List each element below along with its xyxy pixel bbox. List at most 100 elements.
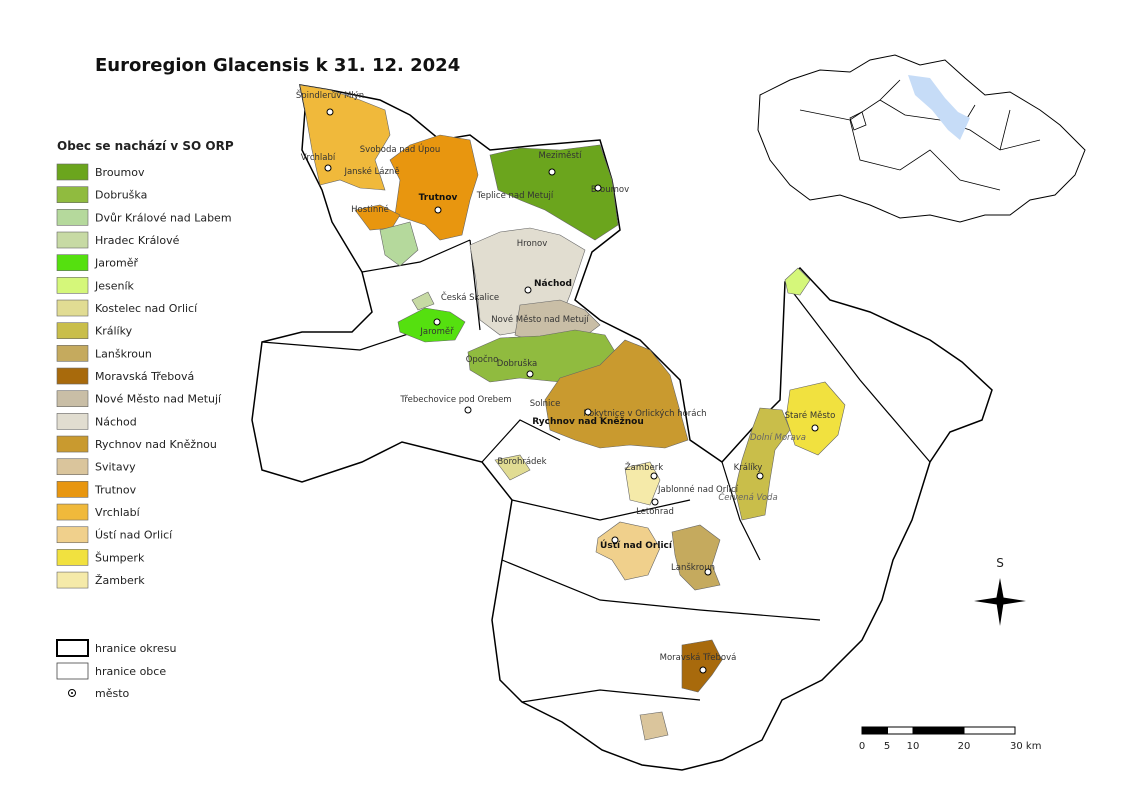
legend-label: hranice obce xyxy=(95,665,166,678)
orp-area xyxy=(595,521,661,581)
scale-label: 5 xyxy=(884,741,890,752)
map-label: Lanškroun xyxy=(671,562,715,573)
town-marker xyxy=(584,408,592,416)
legend-swatch xyxy=(56,186,89,203)
town-marker xyxy=(650,472,658,480)
orp-areas xyxy=(299,84,846,741)
legend-label: Lanškroun xyxy=(95,347,152,360)
legend-label: Ústí nad Orlicí xyxy=(95,529,173,542)
orp-area xyxy=(681,639,723,693)
map-label: Rychnov nad Kněžnou xyxy=(532,416,644,427)
inset-map xyxy=(757,54,1086,223)
map-label: Náchod xyxy=(534,279,572,289)
legend-swatch xyxy=(56,413,89,430)
legend: Broumov Dobruška Dvůr Králové nad Labem Hra… xyxy=(56,163,232,589)
town-marker xyxy=(811,424,819,432)
legend-label: Rychnov nad Kněžnou xyxy=(95,438,217,451)
legend-swatch xyxy=(56,345,89,362)
legend-label: Šumperk xyxy=(95,551,145,564)
legend-swatch xyxy=(56,231,89,249)
map-label: Hostinné xyxy=(351,204,389,215)
map-label: Teplice nad Metují xyxy=(476,191,554,201)
scale-segment xyxy=(861,726,888,735)
town-marker xyxy=(326,108,334,116)
map-label: Králíky xyxy=(734,463,763,473)
legend-label: Kostelec nad Orlicí xyxy=(95,302,198,315)
legend-label: Broumov xyxy=(95,166,145,179)
legend-swatch xyxy=(56,277,89,294)
town-marker xyxy=(704,568,712,576)
map-label: Červená Voda xyxy=(718,491,777,503)
orp-area xyxy=(379,221,419,267)
orp-area xyxy=(785,381,846,456)
scale-segment xyxy=(887,726,914,735)
legend-label: Dobruška xyxy=(95,189,147,202)
orp-area xyxy=(734,407,791,521)
legend-swatch xyxy=(56,503,89,521)
map-label: Solnice xyxy=(530,399,561,409)
legend-swatch xyxy=(56,163,89,181)
orp-area xyxy=(624,461,661,506)
town-marker xyxy=(548,168,556,176)
map-label: Česká Skalice xyxy=(441,291,499,303)
scale-segment xyxy=(963,726,1016,735)
inset-regions xyxy=(799,79,1041,191)
town-marker xyxy=(699,666,707,674)
legend-swatch xyxy=(56,254,89,271)
municipality-border-swatch xyxy=(56,662,89,680)
legend-label: hranice okresu xyxy=(95,642,176,655)
legend-label: Hradec Králové xyxy=(95,234,180,247)
legend-label: Vrchlabí xyxy=(95,506,141,519)
legend-swatch xyxy=(56,458,89,476)
orp-area xyxy=(544,339,689,449)
legend-swatch xyxy=(56,322,89,339)
map-label: Letohrad xyxy=(636,507,674,517)
legend-label: Trutnov xyxy=(94,483,137,496)
district-borders xyxy=(261,239,931,703)
north-arrow: S xyxy=(974,556,1026,626)
inset-highlight xyxy=(908,75,970,140)
map-label: Dobruška xyxy=(497,358,537,369)
legend-swatch xyxy=(56,209,89,226)
scale-label: 10 xyxy=(907,741,920,752)
scale-label: 0 xyxy=(859,741,865,752)
map-label: Hronov xyxy=(517,239,548,249)
map-label: Moravská Třebová xyxy=(660,653,737,663)
town-marker xyxy=(651,498,659,506)
inset-prague xyxy=(849,111,867,131)
map-label: Broumov xyxy=(591,185,629,195)
legend-swatch xyxy=(56,571,89,589)
legend-label: Náchod xyxy=(95,415,137,428)
scale-bar: 0 5 10 20 30 km xyxy=(859,726,1041,752)
legend-swatch xyxy=(56,481,89,498)
map-label: Meziměstí xyxy=(538,151,582,161)
legend-label: Králíky xyxy=(95,325,133,338)
town-marker xyxy=(526,370,534,378)
map-label: Staré Město xyxy=(785,410,836,421)
orp-area xyxy=(494,454,531,481)
map-label: Jablonné nad Orlicí xyxy=(657,484,739,495)
scale-label: 30 km xyxy=(1010,741,1041,752)
map-labels: Špindlerův Mlýn Vrchlabí Janské Lázně Sv… xyxy=(296,89,835,663)
legend-label: Svitavy xyxy=(95,461,136,474)
map-label: Špindlerův Mlýn xyxy=(296,89,364,101)
map-label: Opočno xyxy=(466,354,499,365)
scale-segment xyxy=(912,726,965,735)
inset-outline xyxy=(757,54,1086,223)
legend-label: Jaroměř xyxy=(94,257,138,270)
east-west-needle xyxy=(974,597,1026,605)
legend-swatch xyxy=(56,435,89,453)
town-marker xyxy=(594,184,602,192)
town-marker xyxy=(524,286,532,294)
map-label: Nové Město nad Metují xyxy=(491,314,589,325)
legend-label: Dvůr Králové nad Labem xyxy=(95,211,232,224)
town-symbol-dot xyxy=(71,692,73,694)
map-label: Vrchlabí xyxy=(301,153,336,163)
map-label: Rokytnice v Orlických horách xyxy=(583,409,706,419)
legend-swatch xyxy=(56,526,89,544)
legend-swatch xyxy=(56,299,89,317)
map-label: Žamberk xyxy=(625,461,663,473)
orp-area xyxy=(411,291,435,311)
map-label: Ústí nad Orlicí xyxy=(600,539,673,551)
